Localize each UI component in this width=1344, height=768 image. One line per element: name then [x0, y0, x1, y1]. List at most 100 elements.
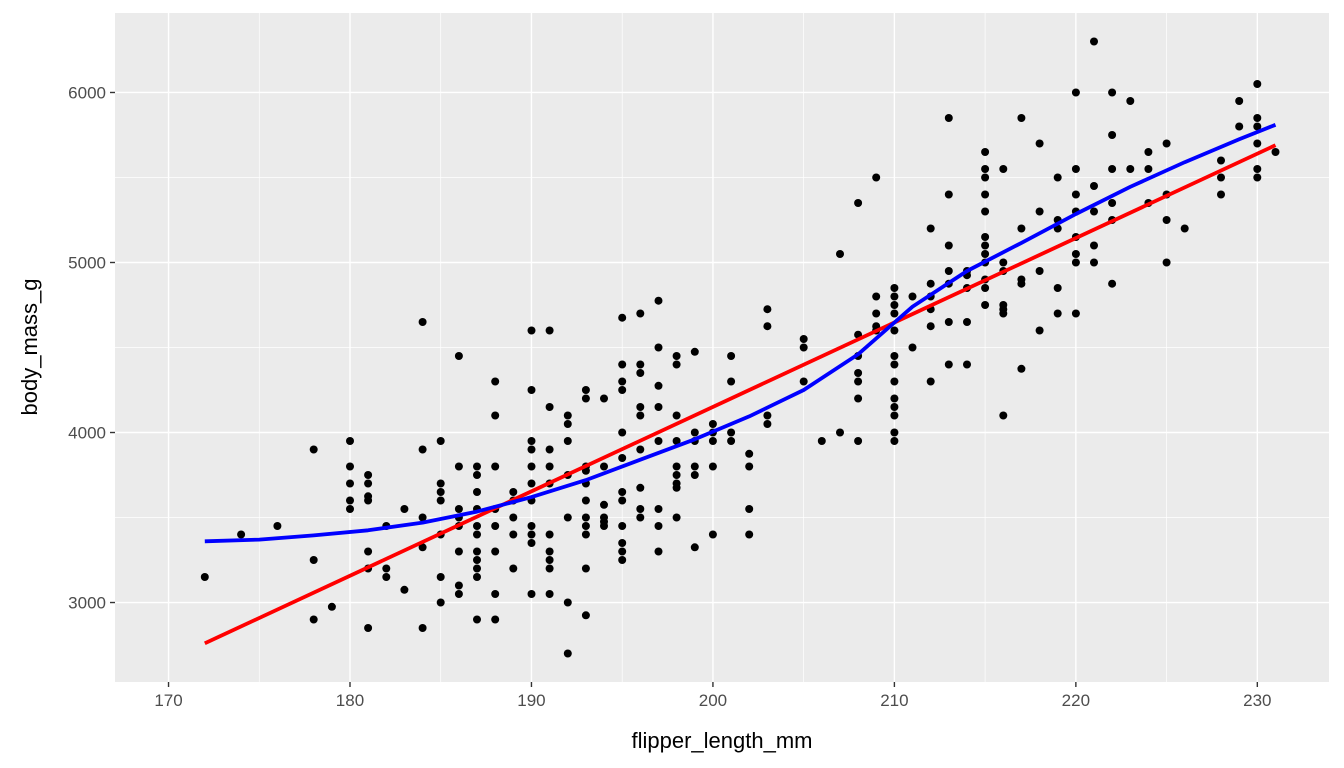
data-point [981, 301, 990, 309]
data-point [799, 377, 808, 386]
data-point [1126, 97, 1135, 105]
data-point [563, 649, 572, 658]
data-point [1253, 173, 1262, 182]
data-point [636, 411, 645, 420]
data-point [618, 547, 627, 556]
data-point [473, 522, 481, 530]
data-point [1108, 279, 1117, 288]
data-point [890, 428, 899, 437]
data-point [364, 471, 373, 479]
data-point [727, 377, 736, 386]
data-point [727, 437, 736, 445]
data-point [654, 505, 663, 513]
data-point [981, 165, 990, 173]
data-point [527, 462, 536, 471]
data-point [581, 386, 590, 394]
data-point [1235, 122, 1244, 131]
data-point [346, 437, 354, 445]
data-point [636, 483, 645, 492]
data-point [890, 309, 899, 318]
data-point [473, 564, 481, 573]
data-point [926, 279, 935, 288]
data-point [944, 114, 953, 122]
data-point [981, 190, 990, 199]
data-point [654, 522, 663, 530]
data-point [999, 309, 1008, 318]
data-point [545, 462, 554, 471]
data-point [654, 381, 663, 390]
data-point [364, 624, 373, 632]
data-point [436, 598, 445, 607]
data-point [491, 590, 500, 598]
data-point [454, 462, 463, 471]
x-tick-label: 190 [517, 691, 545, 710]
data-point [527, 437, 536, 445]
data-point [527, 445, 536, 454]
data-point [727, 352, 736, 360]
data-point [1108, 131, 1117, 139]
data-point [908, 343, 917, 352]
x-tick-label: 200 [699, 691, 727, 710]
data-point [890, 326, 899, 335]
data-point [1071, 165, 1080, 173]
data-point [1217, 173, 1225, 182]
data-point [799, 335, 808, 343]
data-point [327, 602, 336, 611]
data-point [690, 471, 699, 479]
data-point [545, 445, 554, 454]
data-point [527, 522, 536, 530]
data-point [563, 437, 572, 445]
data-point [745, 449, 754, 458]
data-point [309, 556, 318, 564]
data-point [944, 318, 953, 326]
data-point [981, 148, 990, 156]
data-point [1035, 267, 1044, 275]
x-axis-title: flipper_length_mm [632, 728, 813, 753]
data-point [745, 530, 754, 539]
x-axis-ticks: 170 180 190 200 210 220 230 [154, 682, 1272, 710]
data-point [636, 369, 645, 377]
data-point [1217, 190, 1225, 199]
data-point [690, 462, 699, 471]
data-point [636, 513, 645, 522]
data-point [473, 547, 481, 556]
data-point [618, 360, 627, 369]
data-point [1235, 97, 1244, 105]
data-point [563, 411, 572, 420]
data-point [636, 403, 645, 411]
data-point [890, 394, 899, 403]
data-point [600, 394, 608, 403]
data-point [944, 241, 953, 250]
data-point [436, 488, 445, 496]
data-point [454, 581, 463, 590]
data-point [1162, 139, 1171, 148]
data-point [854, 437, 863, 445]
data-point [944, 360, 953, 369]
data-point [1144, 165, 1153, 173]
data-point [581, 564, 590, 573]
data-point [346, 462, 354, 471]
data-point [872, 292, 881, 301]
data-point [581, 496, 590, 505]
data-point [654, 343, 663, 352]
data-point [672, 471, 681, 479]
data-point [545, 590, 554, 598]
data-point [890, 360, 899, 369]
data-point [1271, 148, 1280, 156]
data-point [581, 513, 590, 522]
data-point [854, 369, 863, 377]
data-point [618, 496, 627, 505]
data-point [1035, 326, 1044, 335]
data-point [836, 250, 844, 258]
data-point [618, 556, 627, 564]
data-point [509, 513, 518, 522]
data-point [708, 437, 717, 445]
data-point [618, 386, 627, 394]
x-tick-label: 180 [336, 691, 364, 710]
data-point [454, 505, 463, 513]
data-point [1090, 182, 1098, 190]
data-point [418, 624, 427, 632]
data-point [981, 233, 990, 241]
data-point [1217, 156, 1225, 165]
fit-line-1 [203, 143, 1277, 646]
